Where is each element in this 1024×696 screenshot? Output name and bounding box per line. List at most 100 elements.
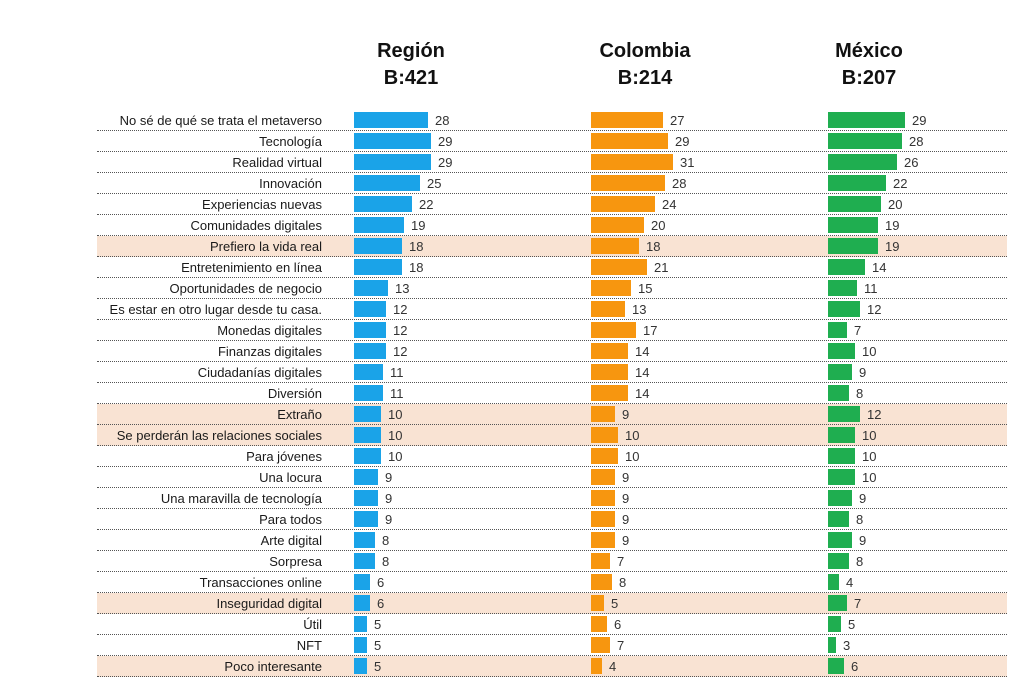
data-label: 7 [617, 554, 625, 569]
bar-1 [591, 595, 604, 611]
chart-row: Realidad virtual 29 31 26 [97, 152, 1007, 173]
bar-0 [354, 175, 420, 191]
bar-2 [828, 280, 857, 296]
data-label: 8 [856, 386, 864, 401]
bar-2 [828, 553, 849, 569]
chart-row: Monedas digitales 12 17 7 [97, 320, 1007, 341]
bar-0 [354, 196, 412, 212]
data-label: 10 [388, 407, 403, 422]
chart-row: Tecnología 29 29 28 [97, 131, 1007, 152]
category-label: Tecnología [259, 134, 322, 149]
data-label: 5 [374, 638, 382, 653]
data-label: 12 [867, 302, 882, 317]
bar-0 [354, 301, 386, 317]
category-label: Realidad virtual [232, 155, 322, 170]
data-label: 25 [427, 176, 442, 191]
bar-0 [354, 616, 367, 632]
data-label: 18 [409, 239, 424, 254]
category-label: Finanzas digitales [217, 344, 322, 359]
data-label: 12 [393, 344, 408, 359]
bar-0 [354, 553, 375, 569]
series-base: B:214 [617, 67, 673, 89]
bar-2 [828, 196, 881, 212]
series-header-0: Región B:421 [326, 38, 496, 92]
data-label: 9 [622, 407, 630, 422]
chart-row: Poco interesante 5 4 6 [97, 656, 1007, 677]
data-label: 29 [438, 155, 453, 170]
data-label: 18 [409, 260, 424, 275]
category-label: Ciudadanías digitales [197, 365, 322, 380]
bar-1 [591, 175, 665, 191]
series-header-1: Colombia B:214 [560, 38, 730, 92]
data-label: 8 [382, 533, 390, 548]
category-label: Comunidades digitales [190, 218, 322, 233]
category-label: Para jóvenes [246, 449, 322, 464]
data-label: 9 [622, 470, 630, 485]
data-label: 10 [388, 449, 403, 464]
data-label: 7 [854, 596, 862, 611]
category-label: Experiencias nuevas [202, 197, 322, 212]
data-label: 8 [382, 554, 390, 569]
bar-2 [828, 133, 902, 149]
bar-0 [354, 637, 367, 653]
data-label: 5 [374, 659, 382, 674]
data-label: 20 [888, 197, 903, 212]
data-label: 28 [435, 113, 450, 128]
category-label: Prefiero la vida real [210, 239, 322, 254]
chart-row: Experiencias nuevas 22 24 20 [97, 194, 1007, 215]
category-label: Poco interesante [224, 659, 322, 674]
category-label: Una maravilla de tecnología [160, 491, 322, 506]
bar-0 [354, 469, 378, 485]
bar-1 [591, 658, 602, 674]
bar-0 [354, 154, 431, 170]
bar-1 [591, 217, 644, 233]
chart-row: Útil 5 6 5 [97, 614, 1007, 635]
category-label: Entretenimiento en línea [181, 260, 322, 275]
bar-2 [828, 322, 847, 338]
data-label: 10 [625, 449, 640, 464]
data-label: 10 [862, 344, 877, 359]
data-label: 18 [646, 239, 661, 254]
data-label: 9 [385, 512, 393, 527]
data-label: 19 [885, 239, 900, 254]
bar-0 [354, 511, 378, 527]
category-label: Para todos [259, 512, 322, 527]
chart-row: Oportunidades de negocio 13 15 11 [97, 278, 1007, 299]
chart-row: Extraño 10 9 12 [97, 404, 1007, 425]
bar-2 [828, 616, 841, 632]
bar-1 [591, 259, 647, 275]
chart-row: Para todos 9 9 8 [97, 509, 1007, 530]
data-label: 10 [862, 428, 877, 443]
bar-1 [591, 385, 628, 401]
bar-0 [354, 574, 370, 590]
bar-1 [591, 343, 628, 359]
bar-0 [354, 133, 431, 149]
data-label: 8 [619, 575, 627, 590]
data-label: 17 [643, 323, 658, 338]
chart-row: Una locura 9 9 10 [97, 467, 1007, 488]
data-label: 11 [390, 365, 404, 380]
category-label: Arte digital [260, 533, 322, 548]
bar-1 [591, 469, 615, 485]
bar-0 [354, 217, 404, 233]
chart-row: Una maravilla de tecnología 9 9 9 [97, 488, 1007, 509]
chart-row: Inseguridad digital 6 5 7 [97, 593, 1007, 614]
bar-0 [354, 112, 428, 128]
bar-0 [354, 532, 375, 548]
data-label: 13 [395, 281, 410, 296]
data-label: 6 [614, 617, 622, 632]
chart-row: Finanzas digitales 12 14 10 [97, 341, 1007, 362]
chart-row: Para jóvenes 10 10 10 [97, 446, 1007, 467]
data-label: 13 [632, 302, 647, 317]
data-label: 21 [654, 260, 669, 275]
bar-0 [354, 406, 381, 422]
data-label: 9 [859, 533, 867, 548]
bar-0 [354, 490, 378, 506]
data-label: 20 [651, 218, 666, 233]
data-label: 9 [622, 491, 630, 506]
bar-2 [828, 112, 905, 128]
data-label: 28 [672, 176, 687, 191]
data-label: 8 [856, 554, 864, 569]
data-label: 27 [670, 113, 685, 128]
